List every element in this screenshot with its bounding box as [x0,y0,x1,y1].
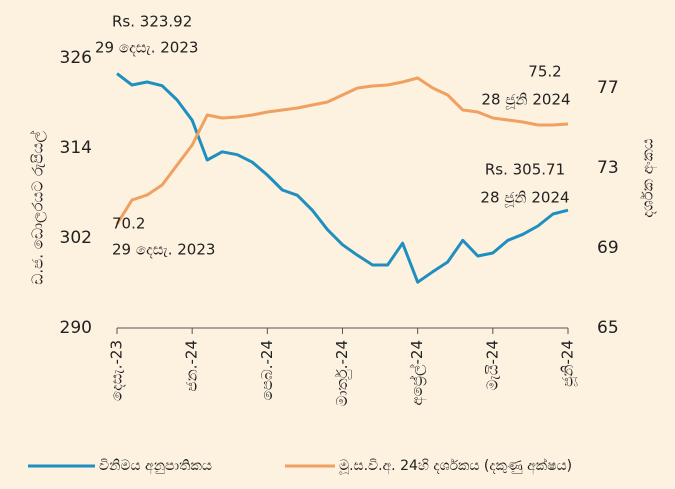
y-tick-label: 314 [60,138,92,158]
y-tick-label: 302 [60,228,92,248]
y2-tick-label: 69 [597,238,619,258]
annotation: 29 දෙසැ. 2023 [95,39,198,57]
x-tick-label: අප්‍රේල්-24 [408,340,427,406]
x-tick-label: මාර්තු.-24 [333,340,351,406]
y-tick-label: 290 [60,318,92,338]
legend-label: මූ.ස.වි.අ. 24හි දර්ශකය (දකුණු අක්ෂය) [339,458,572,475]
y-tick-label: 326 [60,48,92,68]
y2-axis-label: දර්ශක අංකය [639,138,658,218]
y2-tick-label: 65 [597,318,619,338]
x-tick-label: ජූනි-24 [559,340,578,387]
x-tick-label: පෙබ.-24 [258,340,276,400]
x-tick-label: මැයි-24 [483,340,501,390]
y-axis-label: ඩ.ජ. ඩොලරයට රුපියල් [28,131,46,285]
annotation: 75.2 [528,63,561,81]
annotation: 29 දෙසැ. 2023 [112,241,215,259]
annotation: 28 ජූනි 2024 [480,189,569,208]
annotation: 70.2 [112,215,145,233]
annotation: Rs. 305.71 [485,161,565,179]
y2-tick-label: 77 [597,78,619,98]
annotation: Rs. 323.92 [112,13,192,31]
series-line [116,72,569,284]
y2-tick-label: 73 [597,158,619,178]
series-line [115,76,569,225]
annotation: 28 ජූනි 2024 [481,91,570,110]
x-tick-label: දෙසැ.-23 [108,340,126,401]
x-tick-label: ජන.-24 [183,340,201,392]
legend-label: විනිමය අනුපාතිකය [99,458,212,475]
